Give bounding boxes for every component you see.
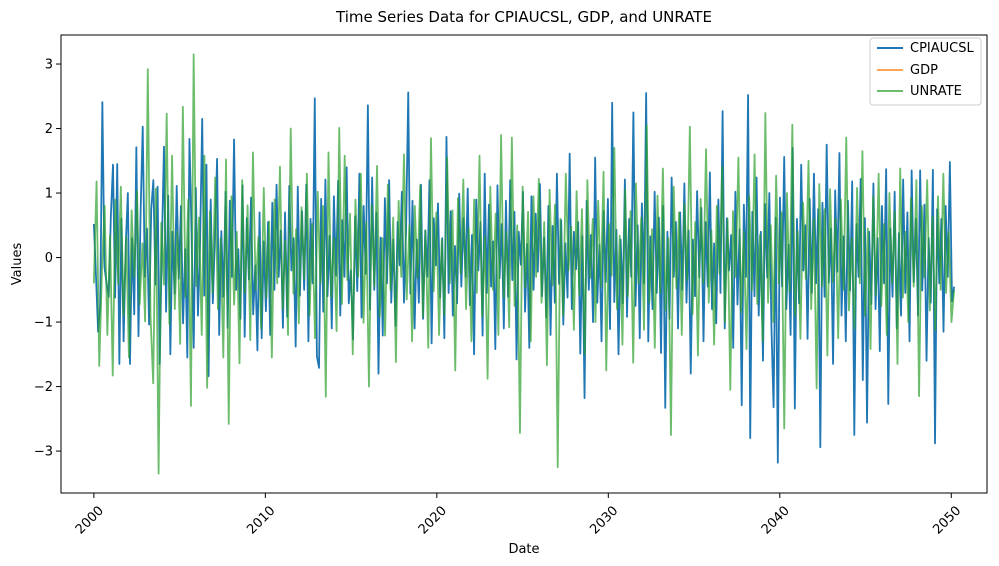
y-tick-label: −2: [34, 380, 53, 395]
x-axis-label: Date: [508, 542, 539, 557]
series-layer: [92, 53, 956, 475]
y-tick-label: 2: [45, 122, 53, 137]
legend-label-unrate: UNRATE: [910, 84, 962, 99]
plot-frame: [60, 34, 988, 494]
y-tick-label: 1: [45, 187, 53, 202]
y-tick-label: 3: [45, 58, 53, 73]
y-axis-label: Values: [10, 243, 25, 286]
legend-box: [869, 37, 982, 106]
y-tick-label: 0: [45, 251, 53, 266]
y-axis: −3 −2 −1 0 1 2 3: [34, 58, 61, 460]
legend: CPIAUCSL GDP UNRATE: [869, 37, 982, 106]
legend-label-cpiaucsl: CPIAUCSL: [910, 41, 974, 56]
legend-label-gdp: GDP: [910, 63, 938, 78]
chart-title: Time Series Data for CPIAUCSL, GDP, and …: [335, 8, 712, 26]
y-tick-label: −3: [34, 445, 53, 460]
y-tick-label: −1: [34, 316, 53, 331]
series-line-unrate: [92, 53, 956, 475]
